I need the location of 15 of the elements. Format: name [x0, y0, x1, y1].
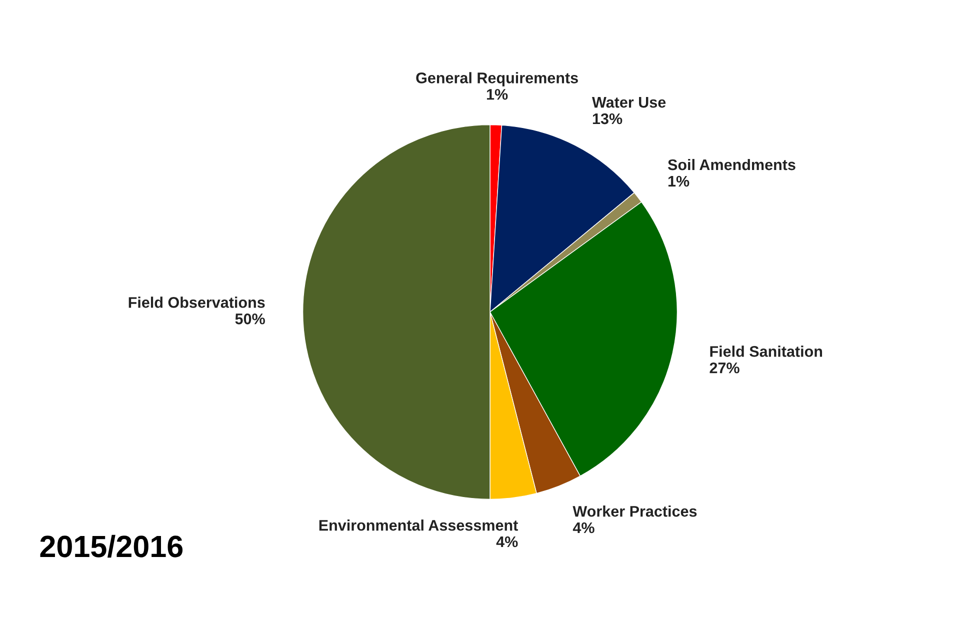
data-label: 1% — [668, 176, 690, 187]
data-label: 27% — [710, 362, 740, 374]
slice-label: Environmental Assessment — [319, 520, 518, 531]
slice-label: Worker Practices — [572, 506, 697, 517]
data-label: 50% — [235, 314, 265, 324]
data-label: 4% — [496, 536, 518, 548]
data-label: 1% — [486, 89, 508, 100]
slice-label: Field Sanitation — [710, 346, 822, 357]
data-label: 4% — [572, 522, 594, 534]
slice-label: General Requirements — [416, 72, 578, 86]
data-label: 13% — [592, 113, 622, 124]
slice-label: Field Observations — [128, 296, 265, 308]
slice-label: Soil Amendments — [668, 158, 796, 170]
text: 2015/2016 — [40, 534, 183, 558]
slice-label: Water Use — [592, 97, 666, 108]
